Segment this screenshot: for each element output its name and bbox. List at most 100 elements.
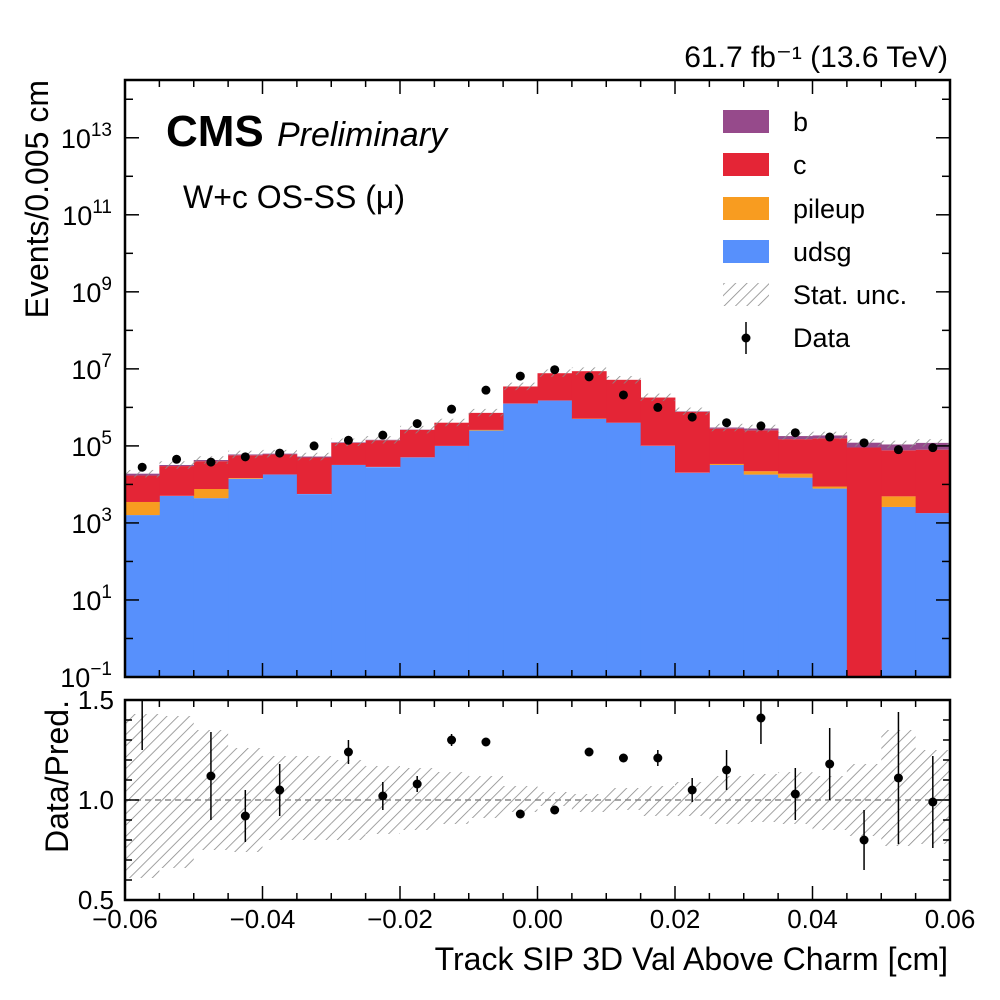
ratio-point xyxy=(893,773,903,783)
bar-c xyxy=(503,386,538,404)
ratio-point xyxy=(275,785,285,795)
bar-c xyxy=(434,422,470,446)
data-point xyxy=(172,454,182,464)
bar-udsg xyxy=(503,403,538,677)
ratio-point xyxy=(412,779,422,789)
preliminary-label: Preliminary xyxy=(277,116,449,154)
data-point xyxy=(687,412,697,422)
stat-unc-band-segment xyxy=(709,423,744,432)
legend-label-udsg: udsg xyxy=(793,237,852,267)
legend: bc pileup udsg Stat. unc. Data xyxy=(723,107,907,354)
stat-unc-band-segment xyxy=(503,786,538,812)
bar-c xyxy=(778,439,813,474)
ratio-point xyxy=(584,747,594,757)
bar-pileup xyxy=(468,429,504,431)
data-point xyxy=(756,421,766,431)
y-tick-label-main: 1013 xyxy=(61,120,112,154)
stat-unc-band-ratio xyxy=(125,714,950,878)
bar-udsg xyxy=(262,474,298,677)
legend-label-data: Data xyxy=(793,323,851,353)
stat-unc-band-segment xyxy=(915,439,950,447)
bar-pileup xyxy=(743,471,779,475)
bar-udsg xyxy=(709,464,745,677)
bar-pileup xyxy=(228,478,263,479)
bar-udsg xyxy=(915,513,950,677)
x-axis-title: Track SIP 3D Val Above Charm [cm] xyxy=(435,941,948,977)
ratio-point xyxy=(687,785,697,795)
bar-udsg xyxy=(743,474,779,677)
ratio-panel: 0.5 1.0 1.5 −0.06 −0.04 −0.02 0.00 0.02 0.04 0.06… xyxy=(39,685,976,977)
data-point xyxy=(515,371,525,381)
ratio-point xyxy=(618,753,628,763)
legend-label-b: b xyxy=(793,107,808,137)
data-point xyxy=(653,402,663,412)
data-point xyxy=(137,462,147,472)
ratio-point xyxy=(550,805,560,815)
bar-udsg xyxy=(606,422,642,677)
bar-c xyxy=(296,457,332,494)
data-points-main xyxy=(137,365,938,472)
stat-unc-band-segment xyxy=(400,425,435,434)
main-ticks: 10−1 101 103 105 107 109 1011 1013 xyxy=(60,80,951,693)
bar-c xyxy=(812,438,848,487)
bar-pileup xyxy=(709,463,745,465)
x-tick-label: 0.04 xyxy=(787,904,838,934)
bar-udsg xyxy=(159,496,195,677)
bar-udsg xyxy=(778,477,813,677)
data-point xyxy=(481,385,491,395)
data-point xyxy=(206,457,216,467)
bar-udsg xyxy=(675,472,710,677)
data-point xyxy=(550,365,560,375)
series-pileup xyxy=(125,418,917,516)
bar-c xyxy=(331,442,367,465)
legend-swatch-pileup xyxy=(723,197,769,220)
y-axis-title-main: Events/0.005 cm xyxy=(19,80,55,318)
y-tick-label-main: 105 xyxy=(71,428,112,462)
x-tick-label: 0.06 xyxy=(925,904,976,934)
x-tick-label: −0.02 xyxy=(367,904,433,934)
stat-unc-band-segment xyxy=(743,774,779,822)
bar-c xyxy=(606,379,642,423)
data-point xyxy=(343,435,353,445)
bar-c xyxy=(125,475,160,502)
main-panel: 10−1 101 103 105 107 109 1011 1013 61.7 fb⁻¹ (1… xyxy=(19,41,952,693)
stat-unc-band-segment xyxy=(296,756,332,840)
bar-udsg xyxy=(812,488,848,677)
data-point xyxy=(275,448,285,458)
stat-unc-band-segment xyxy=(159,461,194,469)
stat-unc-band-segment xyxy=(434,772,469,824)
y-tick-label-main: 101 xyxy=(71,582,112,616)
ratio-point xyxy=(790,789,800,799)
main-plot-frame xyxy=(123,78,952,679)
series-c xyxy=(125,371,950,677)
bar-udsg xyxy=(571,418,607,677)
bar-c xyxy=(709,428,745,464)
y-tick-label-main: 1011 xyxy=(62,197,112,231)
data-point xyxy=(722,418,732,428)
lumi-energy-label: 61.7 fb⁻¹ (13.6 TeV) xyxy=(684,41,948,74)
ratio-point xyxy=(515,809,525,819)
ratio-point xyxy=(447,735,457,745)
data-point xyxy=(378,430,388,440)
bar-udsg xyxy=(434,445,470,677)
stat-unc-band-segment xyxy=(640,786,675,816)
bar-c xyxy=(468,412,504,430)
ratio-point xyxy=(240,811,250,821)
stat-unc-band-segment xyxy=(434,418,469,427)
y-tick-label-ratio: 1.5 xyxy=(78,685,114,715)
ratio-point xyxy=(378,791,388,801)
bar-c xyxy=(262,454,298,475)
stat-unc-band-segment xyxy=(296,452,332,461)
bar-c xyxy=(228,455,263,479)
ratio-point xyxy=(928,797,938,807)
bar-c xyxy=(743,430,779,472)
ratio-points xyxy=(141,700,938,870)
bar-udsg xyxy=(193,498,229,677)
bar-c xyxy=(400,429,435,458)
stat-unc-band-segment xyxy=(159,716,194,868)
bar-pileup xyxy=(812,486,848,489)
stacked-bars xyxy=(125,371,950,677)
data-point xyxy=(893,445,903,455)
stat-unc-band-segment xyxy=(468,776,504,818)
